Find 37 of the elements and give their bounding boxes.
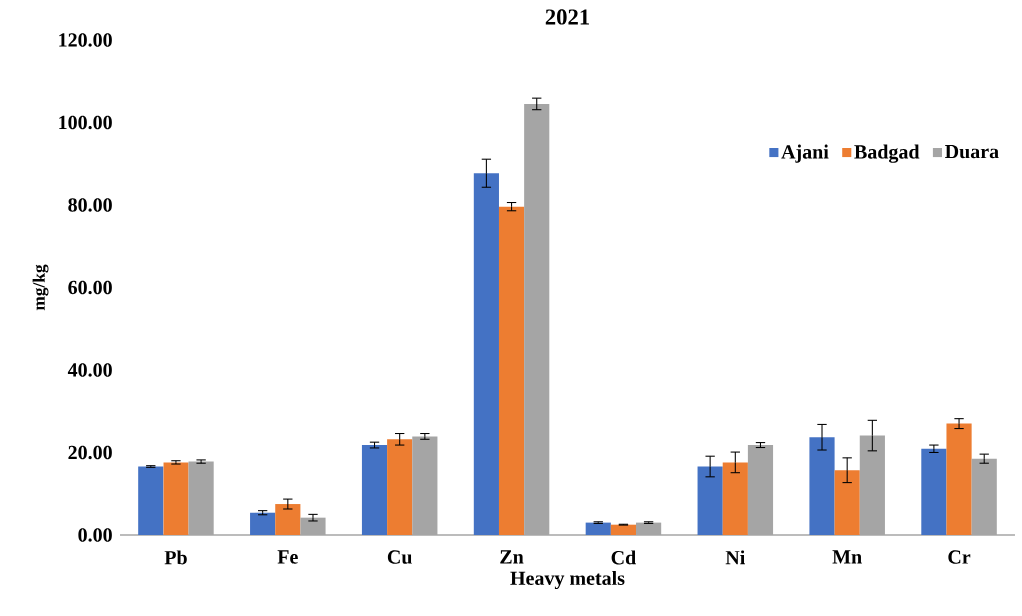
chart-title: 2021 xyxy=(545,9,589,25)
bar xyxy=(834,470,860,535)
legend-label: Ajani xyxy=(781,144,829,163)
bar xyxy=(275,504,301,535)
bar xyxy=(585,522,611,535)
bar xyxy=(921,448,947,535)
x-tick-label: Zn xyxy=(500,550,524,564)
y-axis-title: mg/kg xyxy=(32,264,49,311)
x-tick-label: Fe xyxy=(277,550,298,564)
bar xyxy=(498,206,525,535)
x-tick-label: Mn xyxy=(832,550,862,564)
y-tick-label: 0.00 xyxy=(78,528,112,542)
bar xyxy=(387,439,413,535)
y-tick-label: 20.00 xyxy=(68,445,112,460)
x-tick-label: Cu xyxy=(387,550,412,564)
x-tick-label: Pb xyxy=(164,550,187,565)
bar xyxy=(163,462,189,535)
bar xyxy=(250,512,276,535)
y-tick-label: 120.00 xyxy=(59,33,112,47)
y-tick-label: 100.00 xyxy=(59,115,112,130)
bar xyxy=(361,445,388,535)
bar xyxy=(138,466,164,535)
legend-label: Duara xyxy=(945,144,999,159)
x-tick-label: Cd xyxy=(611,550,636,565)
bar xyxy=(722,462,748,535)
y-tick-label: 60.00 xyxy=(68,280,112,295)
y-tick-label: 40.00 xyxy=(67,363,112,377)
bar xyxy=(610,524,637,535)
legend-label: Badgad xyxy=(854,144,920,163)
x-tick-label: Cr xyxy=(948,550,971,564)
bar xyxy=(809,437,835,535)
bar xyxy=(697,466,723,535)
bar xyxy=(946,423,972,535)
y-tick-label: 80.00 xyxy=(68,198,112,212)
x-axis-title: Heavy metals xyxy=(510,570,625,590)
x-tick-label: Ni xyxy=(725,550,746,565)
bar xyxy=(473,173,499,535)
